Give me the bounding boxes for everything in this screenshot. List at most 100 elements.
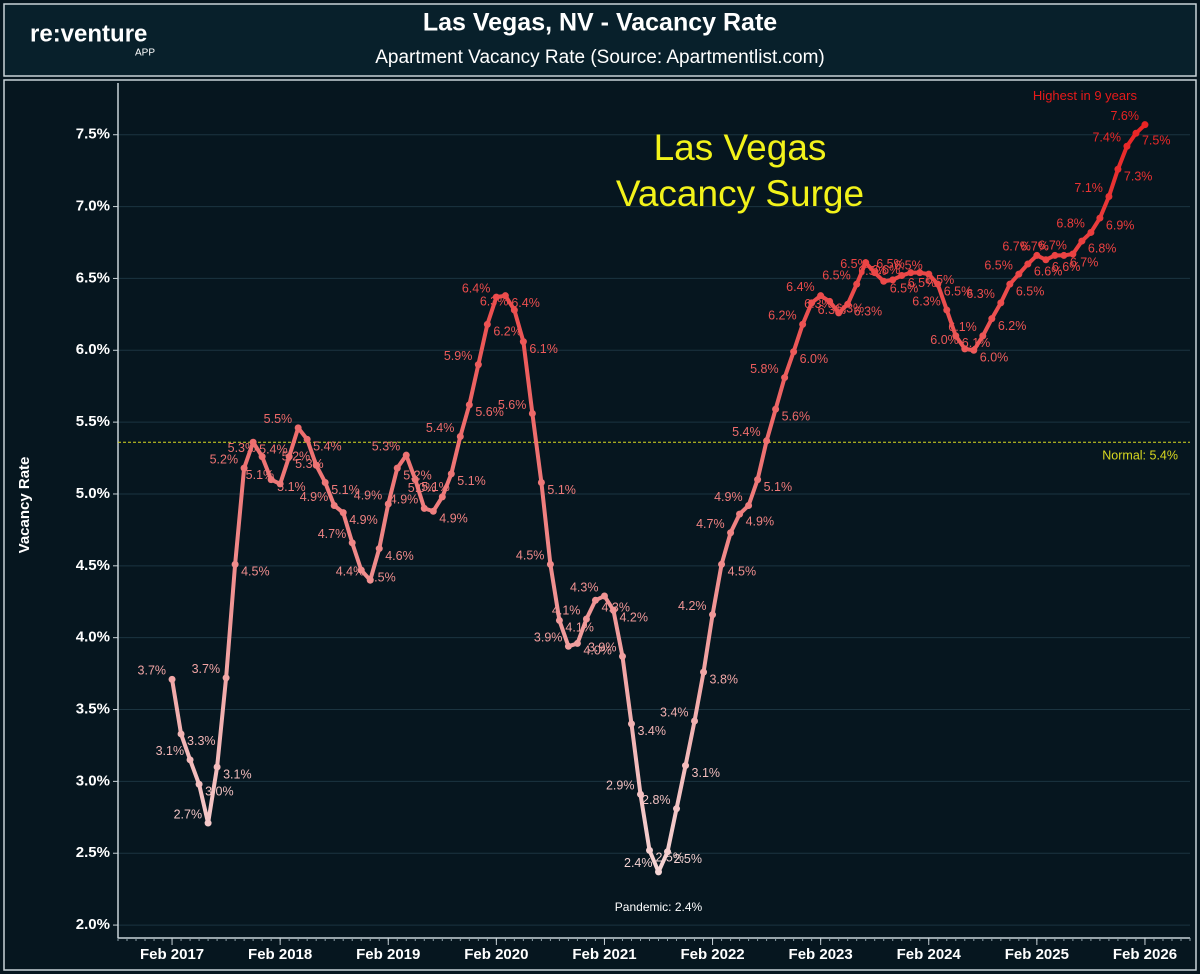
value-label: 4.5% bbox=[367, 570, 396, 584]
y-tick-label: 4.0% bbox=[76, 629, 110, 646]
data-point bbox=[312, 461, 320, 469]
value-label: 5.6% bbox=[475, 405, 504, 419]
data-point bbox=[474, 361, 482, 369]
value-label: 4.0% bbox=[583, 644, 612, 658]
data-point bbox=[700, 668, 708, 676]
value-label: 6.6% bbox=[872, 263, 901, 277]
data-point bbox=[582, 615, 590, 623]
data-point bbox=[817, 292, 825, 300]
data-point bbox=[997, 299, 1005, 307]
logo: re:venture bbox=[30, 20, 147, 47]
data-point bbox=[727, 529, 735, 537]
data-point bbox=[1051, 251, 1059, 259]
data-point bbox=[763, 437, 771, 445]
value-label: 6.3% bbox=[804, 297, 833, 311]
y-tick-label: 5.0% bbox=[76, 485, 110, 502]
data-point bbox=[754, 476, 762, 484]
value-label: 6.3% bbox=[854, 305, 883, 319]
value-label: 6.1% bbox=[962, 336, 991, 350]
data-point bbox=[781, 374, 789, 382]
value-label: 4.2% bbox=[619, 611, 648, 625]
data-point bbox=[1015, 270, 1023, 278]
data-point bbox=[600, 592, 608, 600]
value-label: 3.7% bbox=[138, 664, 167, 678]
data-point bbox=[438, 493, 446, 501]
value-label: 2.7% bbox=[174, 807, 203, 821]
value-label: 5.1% bbox=[421, 480, 450, 494]
value-label: 3.1% bbox=[692, 766, 721, 780]
data-point bbox=[546, 560, 554, 568]
value-label: 6.5% bbox=[908, 276, 937, 290]
chart-subtitle: Apartment Vacancy Rate (Source: Apartmen… bbox=[375, 47, 825, 68]
value-label: 6.6% bbox=[1034, 264, 1063, 278]
value-label: 6.5% bbox=[1016, 284, 1045, 298]
value-label: 5.1% bbox=[547, 483, 576, 497]
value-label: 4.1% bbox=[565, 621, 594, 635]
data-point bbox=[339, 509, 347, 517]
data-point bbox=[213, 763, 221, 771]
y-tick-label: 2.5% bbox=[76, 844, 110, 861]
data-point bbox=[222, 674, 230, 682]
value-label: 6.0% bbox=[930, 333, 959, 347]
data-point bbox=[384, 500, 392, 508]
value-label: 5.6% bbox=[782, 409, 811, 423]
data-point bbox=[177, 730, 185, 738]
value-label: 5.1% bbox=[457, 474, 486, 488]
data-point bbox=[510, 306, 518, 314]
data-point bbox=[429, 507, 437, 515]
annotation-peak: Highest in 9 years bbox=[1033, 88, 1138, 103]
value-label: 5.2% bbox=[403, 468, 432, 482]
data-point bbox=[573, 639, 581, 647]
data-point bbox=[736, 510, 744, 518]
value-label: 4.9% bbox=[390, 493, 419, 507]
data-point bbox=[240, 464, 248, 472]
value-label: 3.7% bbox=[192, 662, 221, 676]
value-label: 6.2% bbox=[768, 309, 797, 323]
data-point bbox=[258, 453, 266, 461]
value-label: 2.8% bbox=[642, 793, 671, 807]
value-label: 6.5% bbox=[926, 273, 955, 287]
data-point bbox=[925, 270, 933, 278]
x-tick-label: Feb 2026 bbox=[1113, 946, 1177, 963]
data-point bbox=[294, 424, 302, 432]
data-point bbox=[303, 435, 311, 443]
y-tick-label: 3.0% bbox=[76, 772, 110, 789]
data-point bbox=[1006, 280, 1014, 288]
value-label: 4.3% bbox=[601, 601, 630, 615]
value-label: 5.1% bbox=[246, 468, 275, 482]
plot-frame bbox=[3, 79, 1197, 971]
data-point bbox=[267, 476, 275, 484]
data-point bbox=[979, 332, 987, 340]
data-point bbox=[285, 453, 293, 461]
value-label: 6.1% bbox=[948, 320, 977, 334]
value-label: 6.5% bbox=[858, 264, 887, 278]
value-label: 6.4% bbox=[786, 280, 815, 294]
value-label: 4.9% bbox=[300, 490, 329, 504]
data-point bbox=[916, 269, 924, 277]
data-point bbox=[871, 269, 879, 277]
chart-title: Las Vegas, NV - Vacancy Rate bbox=[423, 9, 777, 37]
annotation: Las Vegas bbox=[654, 127, 827, 168]
y-tick-label: 4.5% bbox=[76, 557, 110, 574]
header bbox=[3, 3, 1197, 77]
value-label: 5.6% bbox=[498, 398, 527, 412]
data-point bbox=[1033, 251, 1041, 259]
value-label: 5.1% bbox=[277, 480, 306, 494]
data-point bbox=[519, 338, 527, 346]
data-point bbox=[1132, 129, 1140, 137]
data-point bbox=[564, 642, 572, 650]
y-tick-label: 6.0% bbox=[76, 341, 110, 358]
value-label: 5.1% bbox=[331, 483, 360, 497]
y-tick-label: 7.0% bbox=[76, 198, 110, 215]
data-point bbox=[943, 306, 951, 314]
value-label: 6.8% bbox=[1056, 217, 1085, 231]
x-tick-label: Feb 2018 bbox=[248, 946, 312, 963]
data-point bbox=[691, 717, 699, 725]
value-label: 5.4% bbox=[426, 421, 455, 435]
data-point bbox=[1078, 237, 1086, 245]
value-label: 6.5% bbox=[894, 258, 923, 272]
y-axis-label: Vacancy Rate bbox=[16, 457, 33, 554]
value-label: 6.7% bbox=[1020, 240, 1049, 254]
value-label: 6.4% bbox=[511, 296, 539, 310]
